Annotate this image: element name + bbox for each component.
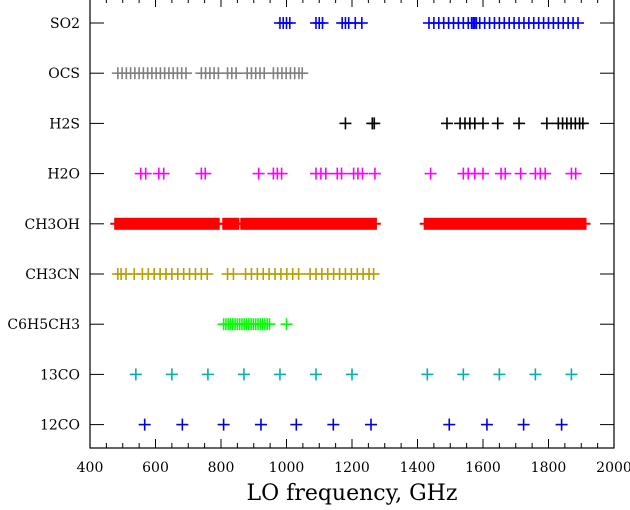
y-tick-label: CH3CN (25, 267, 80, 283)
x-tick-label: 1800 (531, 460, 567, 476)
data-point (165, 368, 178, 381)
x-tick-label: 1000 (269, 460, 305, 476)
x-tick-label: 600 (142, 460, 169, 476)
y-tick-label: H2O (47, 167, 80, 183)
data-point (201, 368, 214, 381)
data-point (440, 117, 453, 130)
data-point (346, 368, 358, 381)
series-h2s (339, 117, 589, 130)
series-c6h5ch3 (217, 318, 293, 331)
data-point (280, 318, 293, 331)
x-tick-label: 800 (208, 460, 235, 476)
data-point (217, 418, 230, 431)
data-point (540, 117, 553, 130)
data-point (263, 318, 276, 331)
series-12co (138, 418, 568, 431)
data-point (529, 368, 542, 381)
data-point (368, 117, 381, 130)
data-point (517, 418, 530, 431)
y-tick-label: SO2 (50, 16, 80, 32)
data-point (273, 368, 286, 381)
y-tick-label: OCS (48, 66, 80, 82)
data-point (179, 67, 192, 80)
data-point (227, 268, 240, 280)
series-ch3oh (110, 217, 591, 230)
data-point (252, 167, 265, 180)
data-point (339, 117, 352, 130)
data-point (569, 167, 582, 180)
y-axis: SO2 OCS H2S H2O CH3OH CH3CN C6H5CH3 13CO 12CO (7, 16, 614, 434)
data-point (275, 167, 288, 180)
x-axis: 400 600 800 1000 1200 1400 1600 1800 2000 (77, 0, 630, 476)
data-point (421, 368, 434, 381)
data-point (309, 368, 322, 381)
data-point (138, 418, 151, 431)
x-axis-title: LO frequency, GHz (247, 481, 458, 506)
data-point (477, 117, 489, 130)
data-point (539, 167, 552, 180)
data-point (296, 67, 309, 80)
data-point (514, 167, 527, 180)
data-point (513, 117, 526, 130)
data-point (290, 418, 303, 431)
x-tick-label: 2000 (596, 460, 630, 476)
data-point (335, 167, 348, 180)
data-point (367, 268, 380, 280)
data-point (176, 418, 189, 431)
data-marks (110, 17, 591, 431)
data-point (316, 17, 329, 29)
data-point (319, 167, 332, 180)
x-tick-label: 1200 (334, 460, 370, 476)
y-tick-label: 13CO (40, 367, 80, 383)
data-point (292, 268, 305, 280)
x-tick-label: 400 (77, 460, 104, 476)
data-point (283, 17, 296, 29)
data-point (493, 368, 506, 381)
series-h2o (134, 167, 582, 180)
data-point (129, 368, 142, 381)
data-point (443, 418, 456, 431)
series-13co (129, 368, 578, 381)
data-point (576, 117, 589, 130)
data-point (355, 17, 368, 29)
data-point (491, 117, 504, 130)
data-point (457, 368, 470, 381)
data-point (571, 17, 584, 29)
y-tick-label: 12CO (40, 418, 80, 434)
data-point (555, 418, 568, 431)
y-tick-label: CH3OH (24, 217, 80, 233)
data-point (201, 268, 214, 280)
data-point (230, 67, 243, 80)
data-point (364, 418, 377, 431)
x-tick-label: 1400 (400, 460, 436, 476)
data-point (157, 167, 170, 180)
data-point (565, 368, 578, 381)
data-point (477, 167, 489, 180)
data-point (327, 418, 340, 431)
data-point (254, 418, 267, 431)
data-point (356, 167, 369, 180)
y-tick-label: H2S (49, 116, 80, 132)
data-point (139, 167, 152, 180)
series-ch3cn (111, 268, 380, 280)
series-so2 (273, 17, 584, 29)
x-tick-label: 1600 (465, 460, 501, 476)
data-point (237, 368, 250, 381)
data-point (199, 167, 212, 180)
data-point (424, 167, 437, 180)
data-point (480, 418, 493, 431)
y-tick-label: C6H5CH3 (7, 317, 80, 333)
series-ocs (111, 67, 309, 80)
data-point (499, 167, 512, 180)
data-point (368, 167, 381, 180)
